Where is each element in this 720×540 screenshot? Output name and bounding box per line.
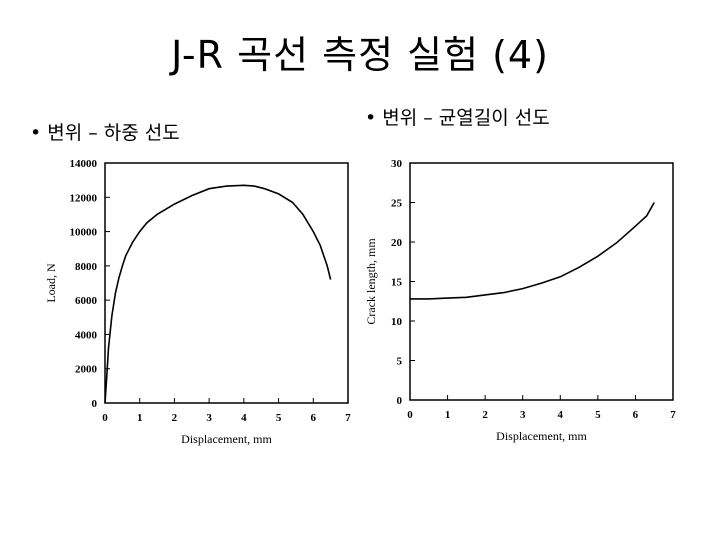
crack-x-axis-label: Displacement, mm (496, 429, 587, 443)
load-y-tick-label: 12000 (70, 192, 98, 204)
crack-x-tick-label: 2 (482, 409, 488, 421)
load-x-tick-label: 0 (102, 412, 108, 424)
load-x-tick-label: 6 (311, 412, 317, 424)
crack-length-chart: 0 1 2 3 4 5 6 7 0 5 10 15 20 25 30 Displacement, mm Crac… (364, 158, 676, 443)
load-x-axis-label: Displacement, mm (181, 432, 272, 446)
crack-x-tick-label: 4 (558, 409, 564, 421)
crack-x-tick-label: 7 (670, 409, 676, 421)
crack-plot-frame (409, 162, 674, 401)
bullet-load-displacement: • 변위 – 하중 선도 (30, 122, 180, 144)
load-series-line (104, 184, 332, 404)
load-y-tick-label: 14000 (70, 158, 98, 170)
crack-series-line (410, 202, 655, 300)
crack-y-tick-label: 25 (391, 198, 403, 210)
load-displacement-chart: 0 1 2 3 4 5 6 7 0 2000 4000 6000 8000 10000 12000 14000… (44, 158, 351, 446)
load-x-tick-label: 2 (172, 412, 178, 424)
load-x-tick-label: 1 (137, 412, 143, 424)
crack-y-tick-label: 10 (391, 316, 403, 328)
crack-x-tick-label: 6 (633, 409, 639, 421)
load-y-tick-label: 2000 (75, 364, 98, 376)
load-plot-frame (104, 162, 349, 404)
crack-y-tick-label: 5 (397, 356, 403, 368)
load-y-axis-label: Load, N (44, 263, 58, 303)
load-x-tick-label: 4 (241, 412, 247, 424)
crack-x-tick-label: 1 (445, 409, 451, 421)
load-y-tick-label: 0 (92, 398, 98, 410)
crack-x-tick-label: 5 (595, 409, 601, 421)
crack-y-axis-label: Crack length, mm (364, 238, 378, 325)
slide-title: J-R 곡선 측정 실험 (4) (171, 33, 549, 77)
crack-x-tick-label: 3 (520, 409, 526, 421)
crack-x-tick-label: 0 (407, 409, 413, 421)
load-x-tick-label: 7 (345, 412, 351, 424)
crack-y-tick-label: 0 (397, 395, 403, 407)
crack-y-tick-label: 30 (391, 158, 403, 170)
load-x-tick-label: 5 (276, 412, 282, 424)
load-x-tick-label: 3 (206, 412, 212, 424)
load-y-tick-label: 10000 (70, 227, 98, 239)
bullet-crack-displacement: • 변위 – 균열길이 선도 (365, 107, 550, 129)
load-y-tick-label: 4000 (75, 329, 98, 341)
crack-y-tick-label: 15 (391, 277, 403, 289)
crack-y-tick-label: 20 (391, 237, 403, 249)
load-y-tick-label: 8000 (75, 261, 98, 273)
load-y-tick-label: 6000 (75, 295, 98, 307)
